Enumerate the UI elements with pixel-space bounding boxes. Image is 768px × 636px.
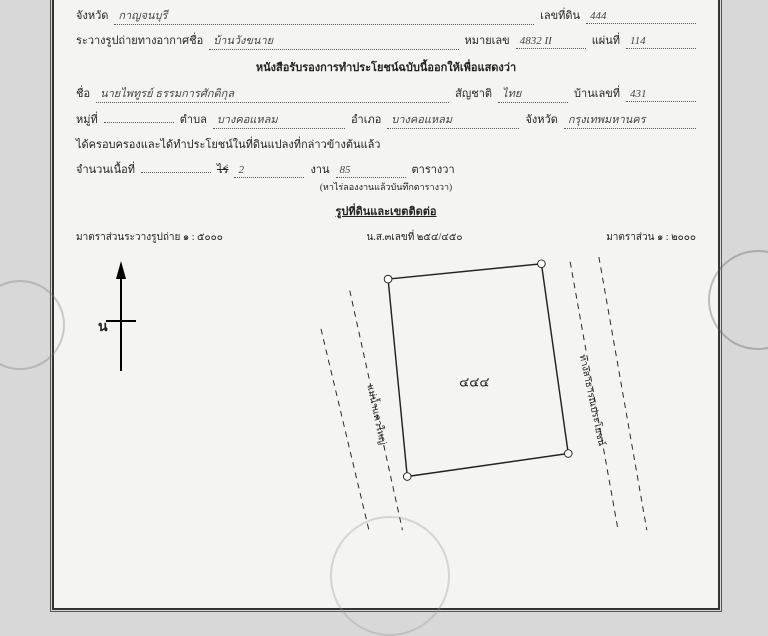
wa-value: 85 <box>336 164 406 178</box>
aerial-value: บ้านวังขนาย <box>209 31 458 50</box>
stamp-bottom-icon <box>330 516 450 636</box>
wa-label: ตารางวา <box>412 160 455 178</box>
tambon-label: ตำบล <box>180 110 207 128</box>
row-province-landno: จังหวัด กาญจนบุรี เลขที่ดิน 444 <box>76 6 696 25</box>
tambon-value: บางคอแหลม <box>213 110 345 129</box>
house-no-label: บ้านเลขที่ <box>574 84 620 102</box>
row-address: หมู่ที่ ตำบล บางคอแหลม อำเภอ บางคอแหลม จ… <box>76 109 696 129</box>
ngan-label: งาน <box>310 160 329 178</box>
sheet-label: แผ่นที่ <box>592 31 620 49</box>
compass-icon: น <box>96 261 146 381</box>
nationality-value: ไทย <box>498 84 568 103</box>
moo-label: หมู่ที่ <box>76 110 98 128</box>
ngan-value: 2 <box>234 164 304 178</box>
land-diagram: น ๔๔๔ แม่น้ำแควใหญ่ ทางสาธารณประโยชน์ <box>76 251 696 541</box>
house-no-value: 431 <box>626 88 696 102</box>
name-value: นายไพทูรย์ ธรรมการศักดิกุล <box>96 84 449 103</box>
land-no-label: เลขที่ดิน <box>540 6 580 24</box>
possession-text: ได้ครอบครองและได้ทำประโยชน์ในที่ดินแปลงท… <box>76 135 381 153</box>
area-note: (หาไร่ลองงานแล้วบันทึกตารางวา) <box>76 180 696 194</box>
possession-line: ได้ครอบครองและได้ทำประโยชน์ในที่ดินแปลงท… <box>76 135 696 153</box>
mark-label: หมายเลข <box>465 31 510 49</box>
amphoe-label: อำเภอ <box>351 110 381 128</box>
photo-scale: มาตราส่วนระวางรูปถ่าย ๑ : ๕๐๐๐ <box>76 230 223 245</box>
moo-value <box>104 109 174 123</box>
parcel-svg: ๔๔๔ แม่น้ำแควใหญ่ ทางสาธารณประโยชน์ <box>206 251 666 541</box>
area-prefix: จำนวนเนื้อที่ <box>76 160 135 178</box>
amphoe-value: บางคอแหลม <box>387 110 519 129</box>
addr-province-value: กรุงเทพมหานคร <box>564 110 696 129</box>
rai-value <box>141 159 211 173</box>
map-title: รูปที่ดินและเขตติดต่อ <box>76 202 696 220</box>
north-label: น <box>98 316 108 338</box>
aerial-label: ระวางรูปถ่ายทางอากาศชื่อ <box>76 31 203 49</box>
nationality-label: สัญชาติ <box>455 84 492 102</box>
svg-text:ทางสาธารณประโยชน์: ทางสาธารณประโยชน์ <box>577 353 608 447</box>
svg-text:แม่น้ำแควใหญ่: แม่น้ำแควใหญ่ <box>364 383 390 446</box>
scale-row: มาตราส่วนระวางรูปถ่าย ๑ : ๕๐๐๐ น.ส.๓เลขท… <box>76 230 696 245</box>
name-label: ชื่อ <box>76 84 90 102</box>
row-name: ชื่อ นายไพทูรย์ ธรรมการศักดิกุล สัญชาติ … <box>76 84 696 103</box>
row-area: จำนวนเนื้อที่ ไร่ 2 งาน 85 ตารางวา <box>76 159 696 178</box>
sheet-value: 114 <box>626 35 696 49</box>
certificate-title: หนังสือรับรองการทำประโยชน์ฉบับนี้ออกให้เ… <box>76 58 696 76</box>
rai-label: ไร่ <box>217 160 228 178</box>
addr-province-label: จังหวัด <box>525 110 557 128</box>
mark-value: 4832 II <box>516 35 586 49</box>
svg-text:๔๔๔: ๔๔๔ <box>459 374 489 389</box>
map-scale: มาตราส่วน ๑ : ๒๐๐๐ <box>606 230 696 245</box>
province-label: จังหวัด <box>76 6 108 24</box>
land-no-value: 444 <box>586 10 696 24</box>
province-value: กาญจนบุรี <box>114 6 534 25</box>
row-aerial: ระวางรูปถ่ายทางอากาศชื่อ บ้านวังขนาย หมา… <box>76 31 696 50</box>
sheet-ref: น.ส.๓เลขที่ ๒๕๔/๔๕๐ <box>367 230 463 245</box>
